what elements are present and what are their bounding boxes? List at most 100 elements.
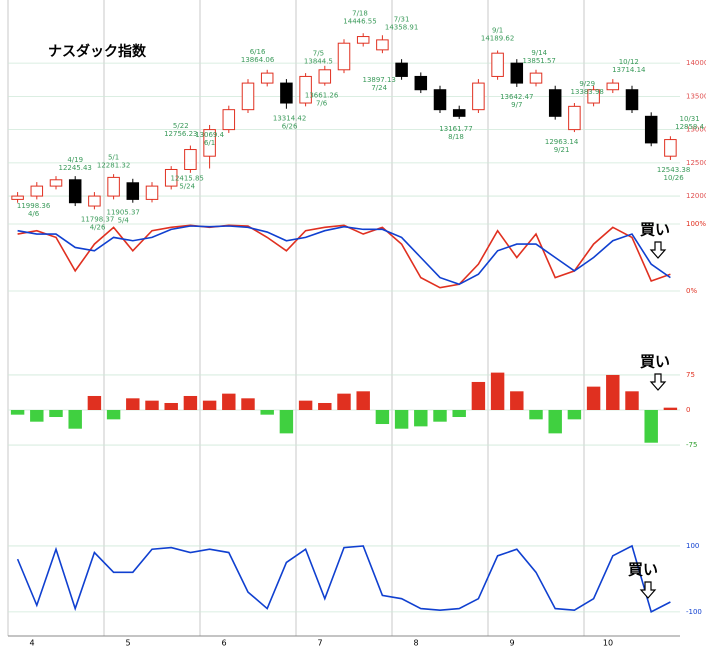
- y-tick-label: 100%: [686, 220, 706, 228]
- bar: [183, 395, 198, 410]
- candle-body: [606, 82, 620, 91]
- annotation-date: 4/6: [28, 210, 40, 218]
- bar: [567, 410, 582, 420]
- candle-body: [49, 179, 63, 187]
- bar: [414, 410, 428, 427]
- candle-body: [203, 129, 216, 157]
- y-tick-label: 12500: [686, 159, 706, 167]
- candle-body: [145, 185, 159, 200]
- candle-body: [356, 36, 370, 44]
- x-tick-label: 9: [509, 639, 514, 648]
- candle-body: [548, 89, 562, 117]
- candle-body: [241, 82, 255, 111]
- bar: [106, 410, 121, 420]
- annotation-date: 5/22: [173, 122, 189, 130]
- bar: [298, 400, 313, 410]
- candle-body: [184, 149, 197, 170]
- bar: [548, 410, 562, 434]
- annotation-value: 13864.06: [241, 56, 275, 64]
- annotation-value: 11798.37: [81, 215, 114, 223]
- bar: [49, 410, 63, 418]
- bar: [279, 410, 294, 434]
- y-tick-label: 0: [686, 406, 690, 414]
- y-tick-label: 0%: [686, 287, 697, 295]
- bar: [202, 400, 217, 410]
- bar: [164, 402, 178, 410]
- annotation-date: 10/31: [680, 115, 700, 123]
- annotation-date: 7/31: [394, 15, 410, 23]
- bar: [529, 410, 543, 420]
- x-tick-label: 8: [413, 639, 418, 648]
- annotation-date: 10/26: [664, 174, 685, 182]
- y-tick-label: 12000: [686, 192, 706, 200]
- bar: [490, 372, 505, 410]
- bar: [260, 410, 274, 415]
- bar: [10, 410, 25, 415]
- annotation-value: 13161.77: [439, 125, 472, 133]
- candle-body: [568, 105, 581, 131]
- bar: [433, 410, 447, 422]
- annotation-date: 9/29: [579, 80, 595, 88]
- candle-body: [68, 179, 82, 204]
- bar: [452, 410, 466, 418]
- bar: [222, 393, 236, 410]
- annotation-date: 7/6: [316, 100, 328, 108]
- y-tick-label: 13500: [686, 92, 706, 100]
- annotation-value: 14358.91: [385, 23, 418, 31]
- candle-body: [433, 89, 447, 111]
- annotation-date: 9/7: [511, 101, 522, 109]
- x-tick-label: 7: [317, 639, 322, 648]
- bar: [510, 391, 524, 410]
- candle-body: [376, 39, 389, 51]
- annotation-value: 13844.5: [304, 57, 333, 65]
- annotation-value: 13383.98: [570, 88, 603, 96]
- bar: [394, 410, 409, 429]
- bar: [356, 391, 370, 410]
- bar: [126, 398, 140, 410]
- candle-body: [510, 62, 524, 84]
- annotation-date: 7/18: [352, 9, 368, 17]
- x-tick-label: 10: [603, 639, 613, 648]
- x-tick-label: 5: [125, 639, 130, 648]
- series-line: [17, 224, 671, 289]
- candle-body: [318, 69, 332, 84]
- buy-annotation: 買い: [640, 353, 670, 371]
- annotation-value: 13851.57: [522, 57, 555, 65]
- annotation-date: 5/4: [118, 216, 130, 224]
- candle-body: [260, 72, 274, 84]
- annotation-value: 11905.37: [106, 208, 139, 216]
- annotation-date: 9/21: [554, 146, 570, 154]
- candle-body: [414, 75, 428, 91]
- bar: [471, 381, 486, 410]
- annotation-date: 9/14: [531, 49, 547, 57]
- annotation-date: 7/24: [371, 84, 387, 92]
- y-tick-label: 13000: [686, 126, 706, 134]
- candle-body: [222, 109, 236, 131]
- annotation-date: 8/18: [448, 133, 464, 141]
- candle-body: [299, 75, 312, 104]
- annotation-date: 4/19: [67, 156, 83, 164]
- annotation-value: 12858.4: [675, 123, 704, 131]
- bar: [68, 410, 82, 429]
- bar: [625, 391, 639, 410]
- annotation-date: 5/24: [179, 182, 195, 190]
- candle-body: [280, 82, 293, 104]
- annotation-value: 12281.32: [97, 161, 130, 169]
- annotation-value: 12245.43: [58, 164, 91, 172]
- candle-body: [664, 139, 677, 157]
- y-tick-label: -100: [686, 608, 702, 616]
- candle-body: [491, 52, 504, 77]
- bar: [375, 410, 390, 425]
- buy-annotation: 買い: [640, 221, 670, 239]
- bar: [606, 374, 620, 410]
- annotation-value: 12415.85: [170, 174, 203, 182]
- candle-body: [644, 115, 658, 144]
- buy-arrow: [639, 581, 657, 599]
- candle-body: [164, 168, 178, 187]
- y-tick-label: 100: [686, 542, 699, 550]
- annotation-date: 7/5: [313, 49, 324, 57]
- annotation-value: 14446.55: [343, 17, 376, 25]
- annotation-date: 9/1: [492, 27, 503, 35]
- candle-body: [30, 185, 44, 197]
- annotation-value: 14189.62: [481, 35, 514, 43]
